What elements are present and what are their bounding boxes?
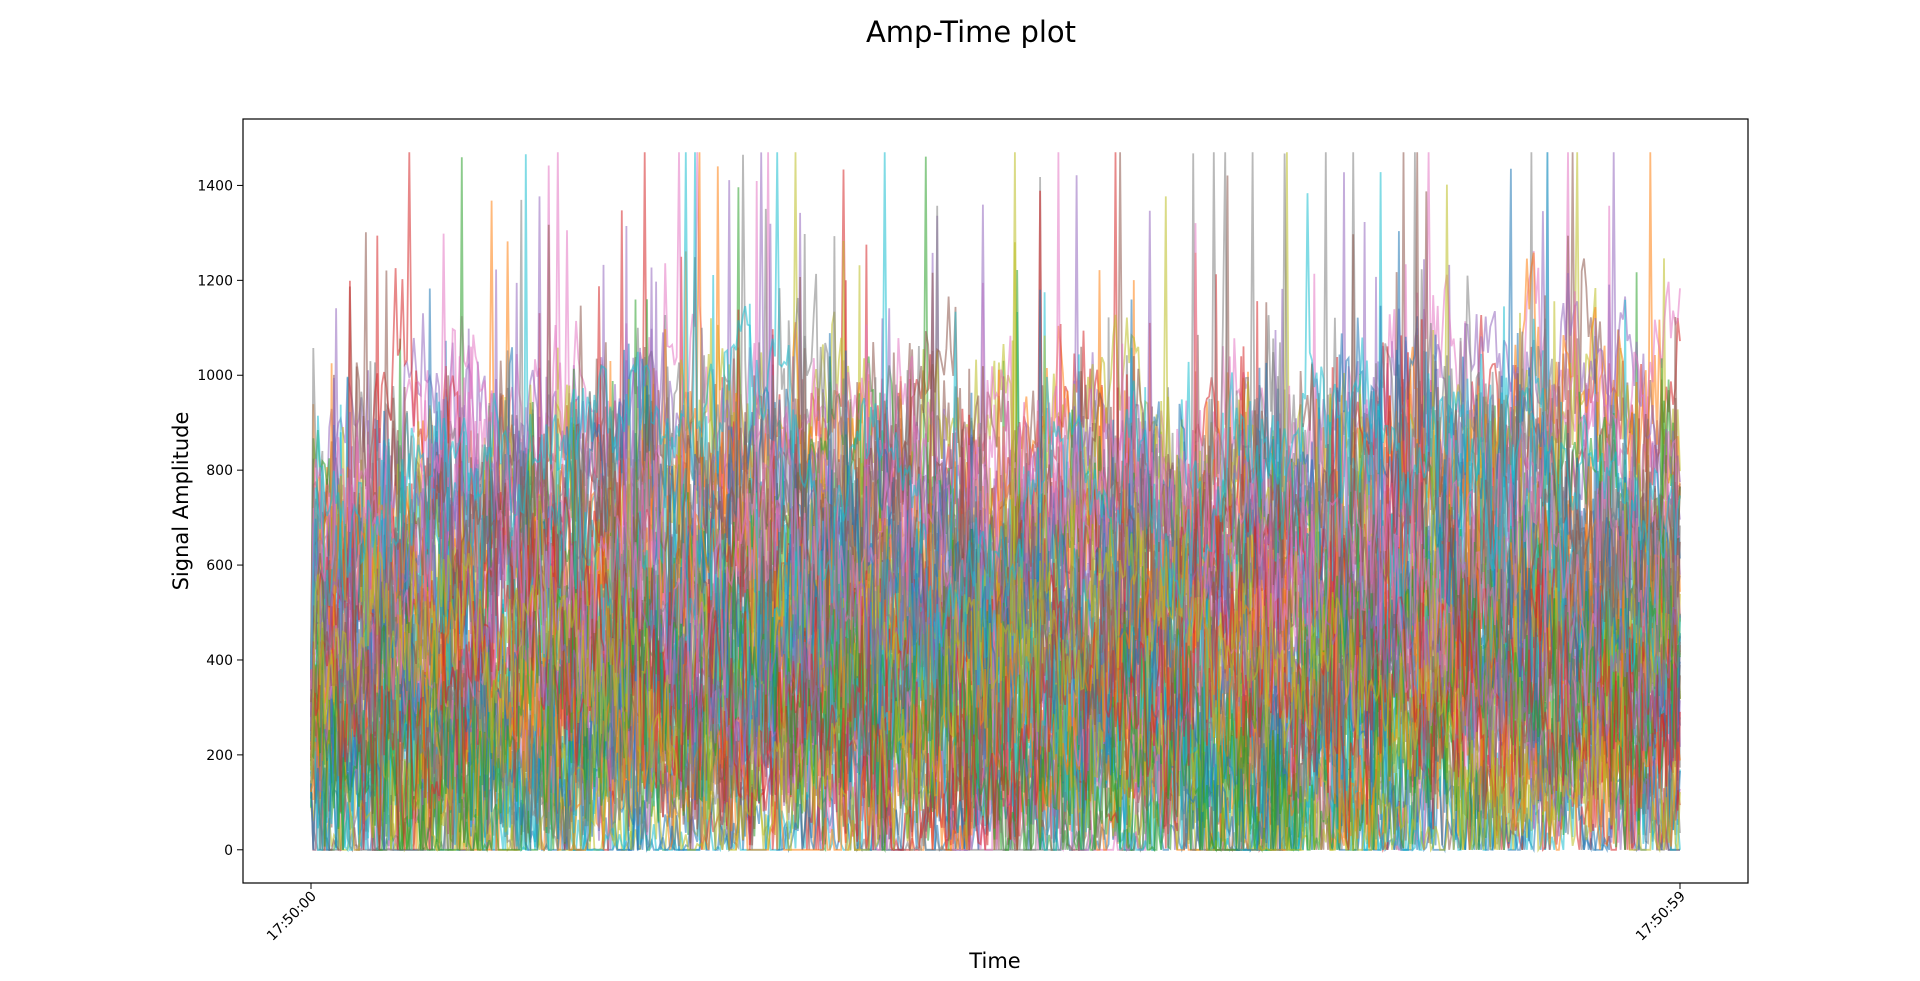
chart-title: Amp-Time plot (866, 15, 1076, 49)
plot-area-frame (242, 118, 1749, 884)
y-tick-label: 1400 (197, 178, 233, 194)
y-tick-label: 600 (206, 558, 233, 574)
y-axis-label: Signal Amplitude (169, 412, 193, 591)
x-tick-label: 17:50:00 (264, 889, 320, 945)
y-tick-label: 400 (206, 653, 233, 669)
series-line (310, 280, 1681, 851)
x-axis-label: Time (968, 949, 1020, 973)
y-tick-label: 1000 (197, 368, 233, 384)
y-tick-label: 1200 (197, 273, 233, 289)
y-tick-label: 800 (206, 463, 233, 479)
y-tick-label: 200 (206, 748, 233, 764)
y-axis-ticks: 0 200 400 600 800 1000 1200 1400 (197, 178, 243, 859)
series-line (310, 152, 1681, 689)
x-tick-label: 17:50:59 (1633, 889, 1689, 945)
series-line (310, 236, 1681, 850)
series-line (310, 152, 1681, 715)
x-axis-ticks: 17:50:00 17:50:59 (264, 883, 1689, 944)
series-layer (310, 152, 1681, 854)
series-line (310, 329, 1681, 854)
y-tick-label: 0 (224, 843, 233, 859)
